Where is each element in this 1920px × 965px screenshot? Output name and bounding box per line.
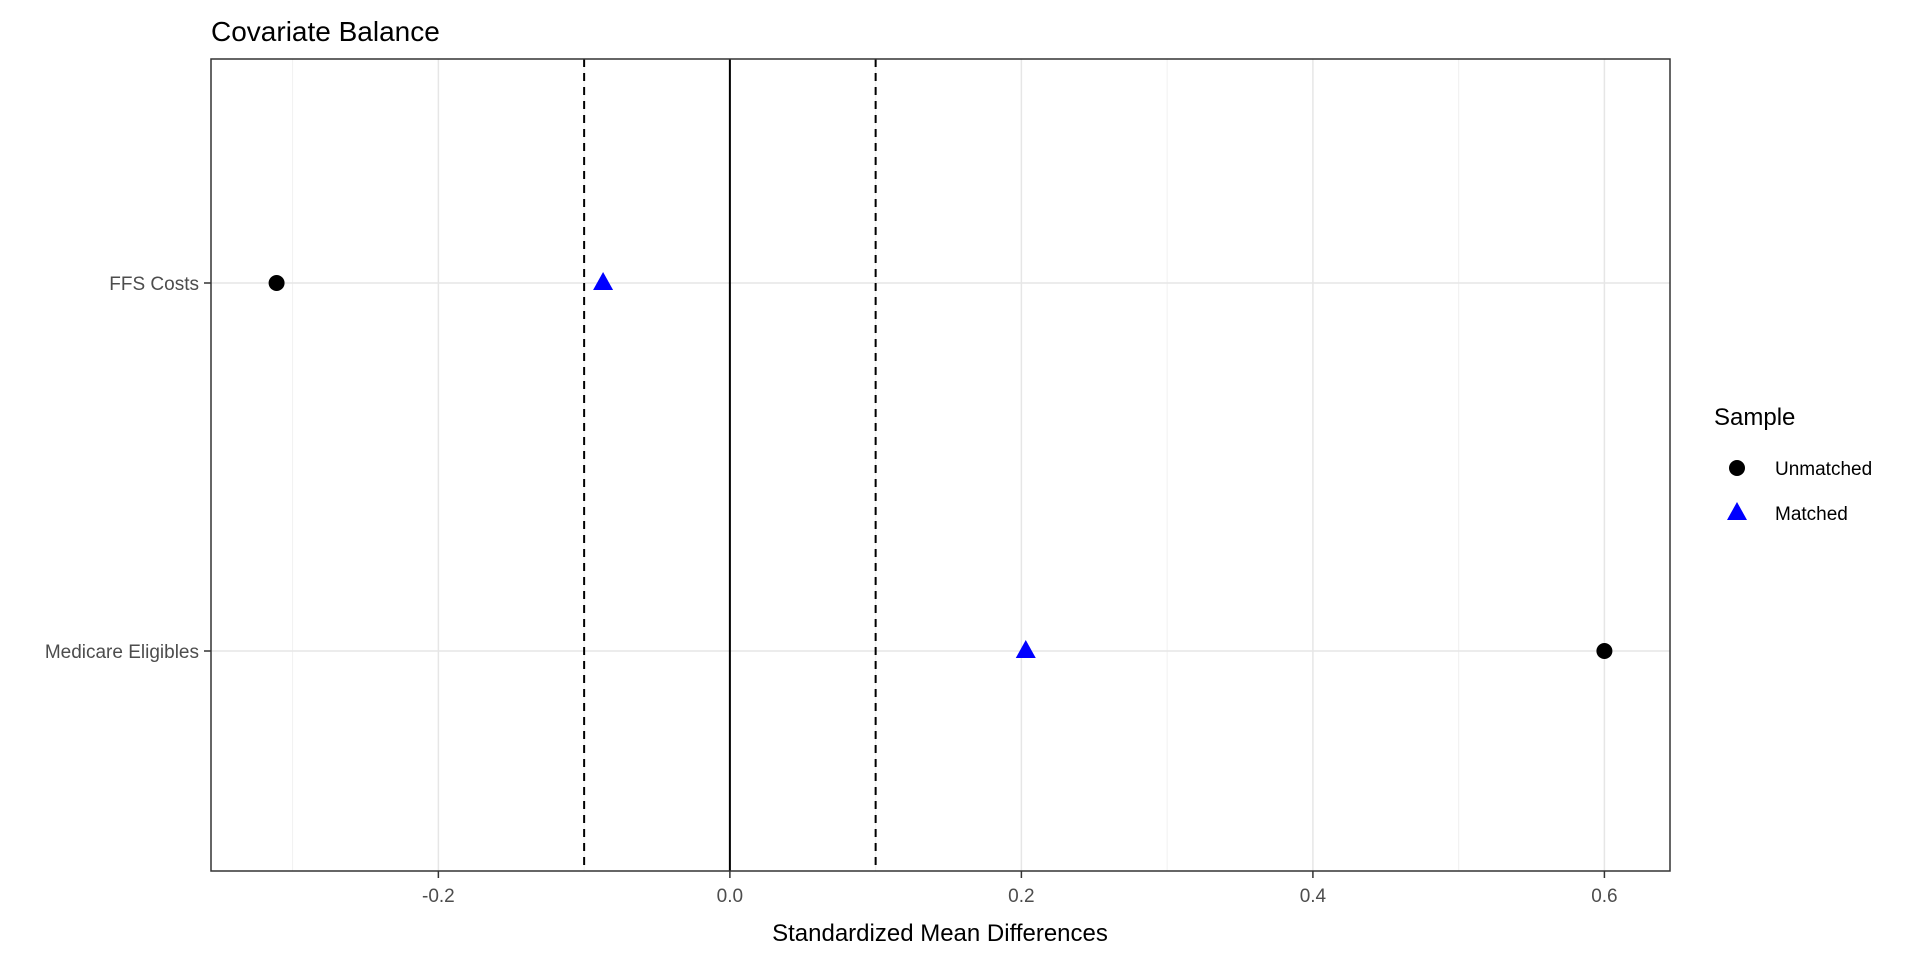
reference-lines: [583, 59, 877, 871]
legend-key-matched: [1727, 502, 1747, 520]
x-axis-title: Standardized Mean Differences: [772, 920, 1108, 947]
matched-point: [1015, 640, 1036, 658]
legend: Sample Unmatched Matched: [1714, 404, 1872, 525]
unmatched-point: [268, 275, 285, 291]
y-axis: FFS Costs Medicare Eligibles: [45, 274, 211, 663]
legend-title: Sample: [1714, 404, 1795, 431]
legend-key-unmatched: [1729, 460, 1745, 476]
x-tick-label: 0.6: [1591, 886, 1617, 907]
x-tick-label: 0.0: [717, 886, 743, 907]
x-tick-label: -0.2: [422, 886, 455, 907]
x-tick-label: 0.2: [1008, 886, 1034, 907]
x-tick-label: 0.4: [1300, 886, 1327, 907]
data-points: [268, 272, 1613, 659]
legend-label: Unmatched: [1775, 459, 1872, 480]
matched-point: [593, 272, 614, 290]
grid-lines: [211, 59, 1670, 871]
unmatched-point: [1596, 643, 1613, 659]
chart-title: Covariate Balance: [211, 16, 440, 47]
y-tick-label: FFS Costs: [109, 274, 199, 295]
x-axis: -0.2 0.0 0.2 0.4 0.6: [422, 871, 1618, 907]
legend-label: Matched: [1775, 504, 1848, 525]
y-tick-label: Medicare Eligibles: [45, 642, 199, 663]
plot-panel-border: [210, 58, 1671, 872]
